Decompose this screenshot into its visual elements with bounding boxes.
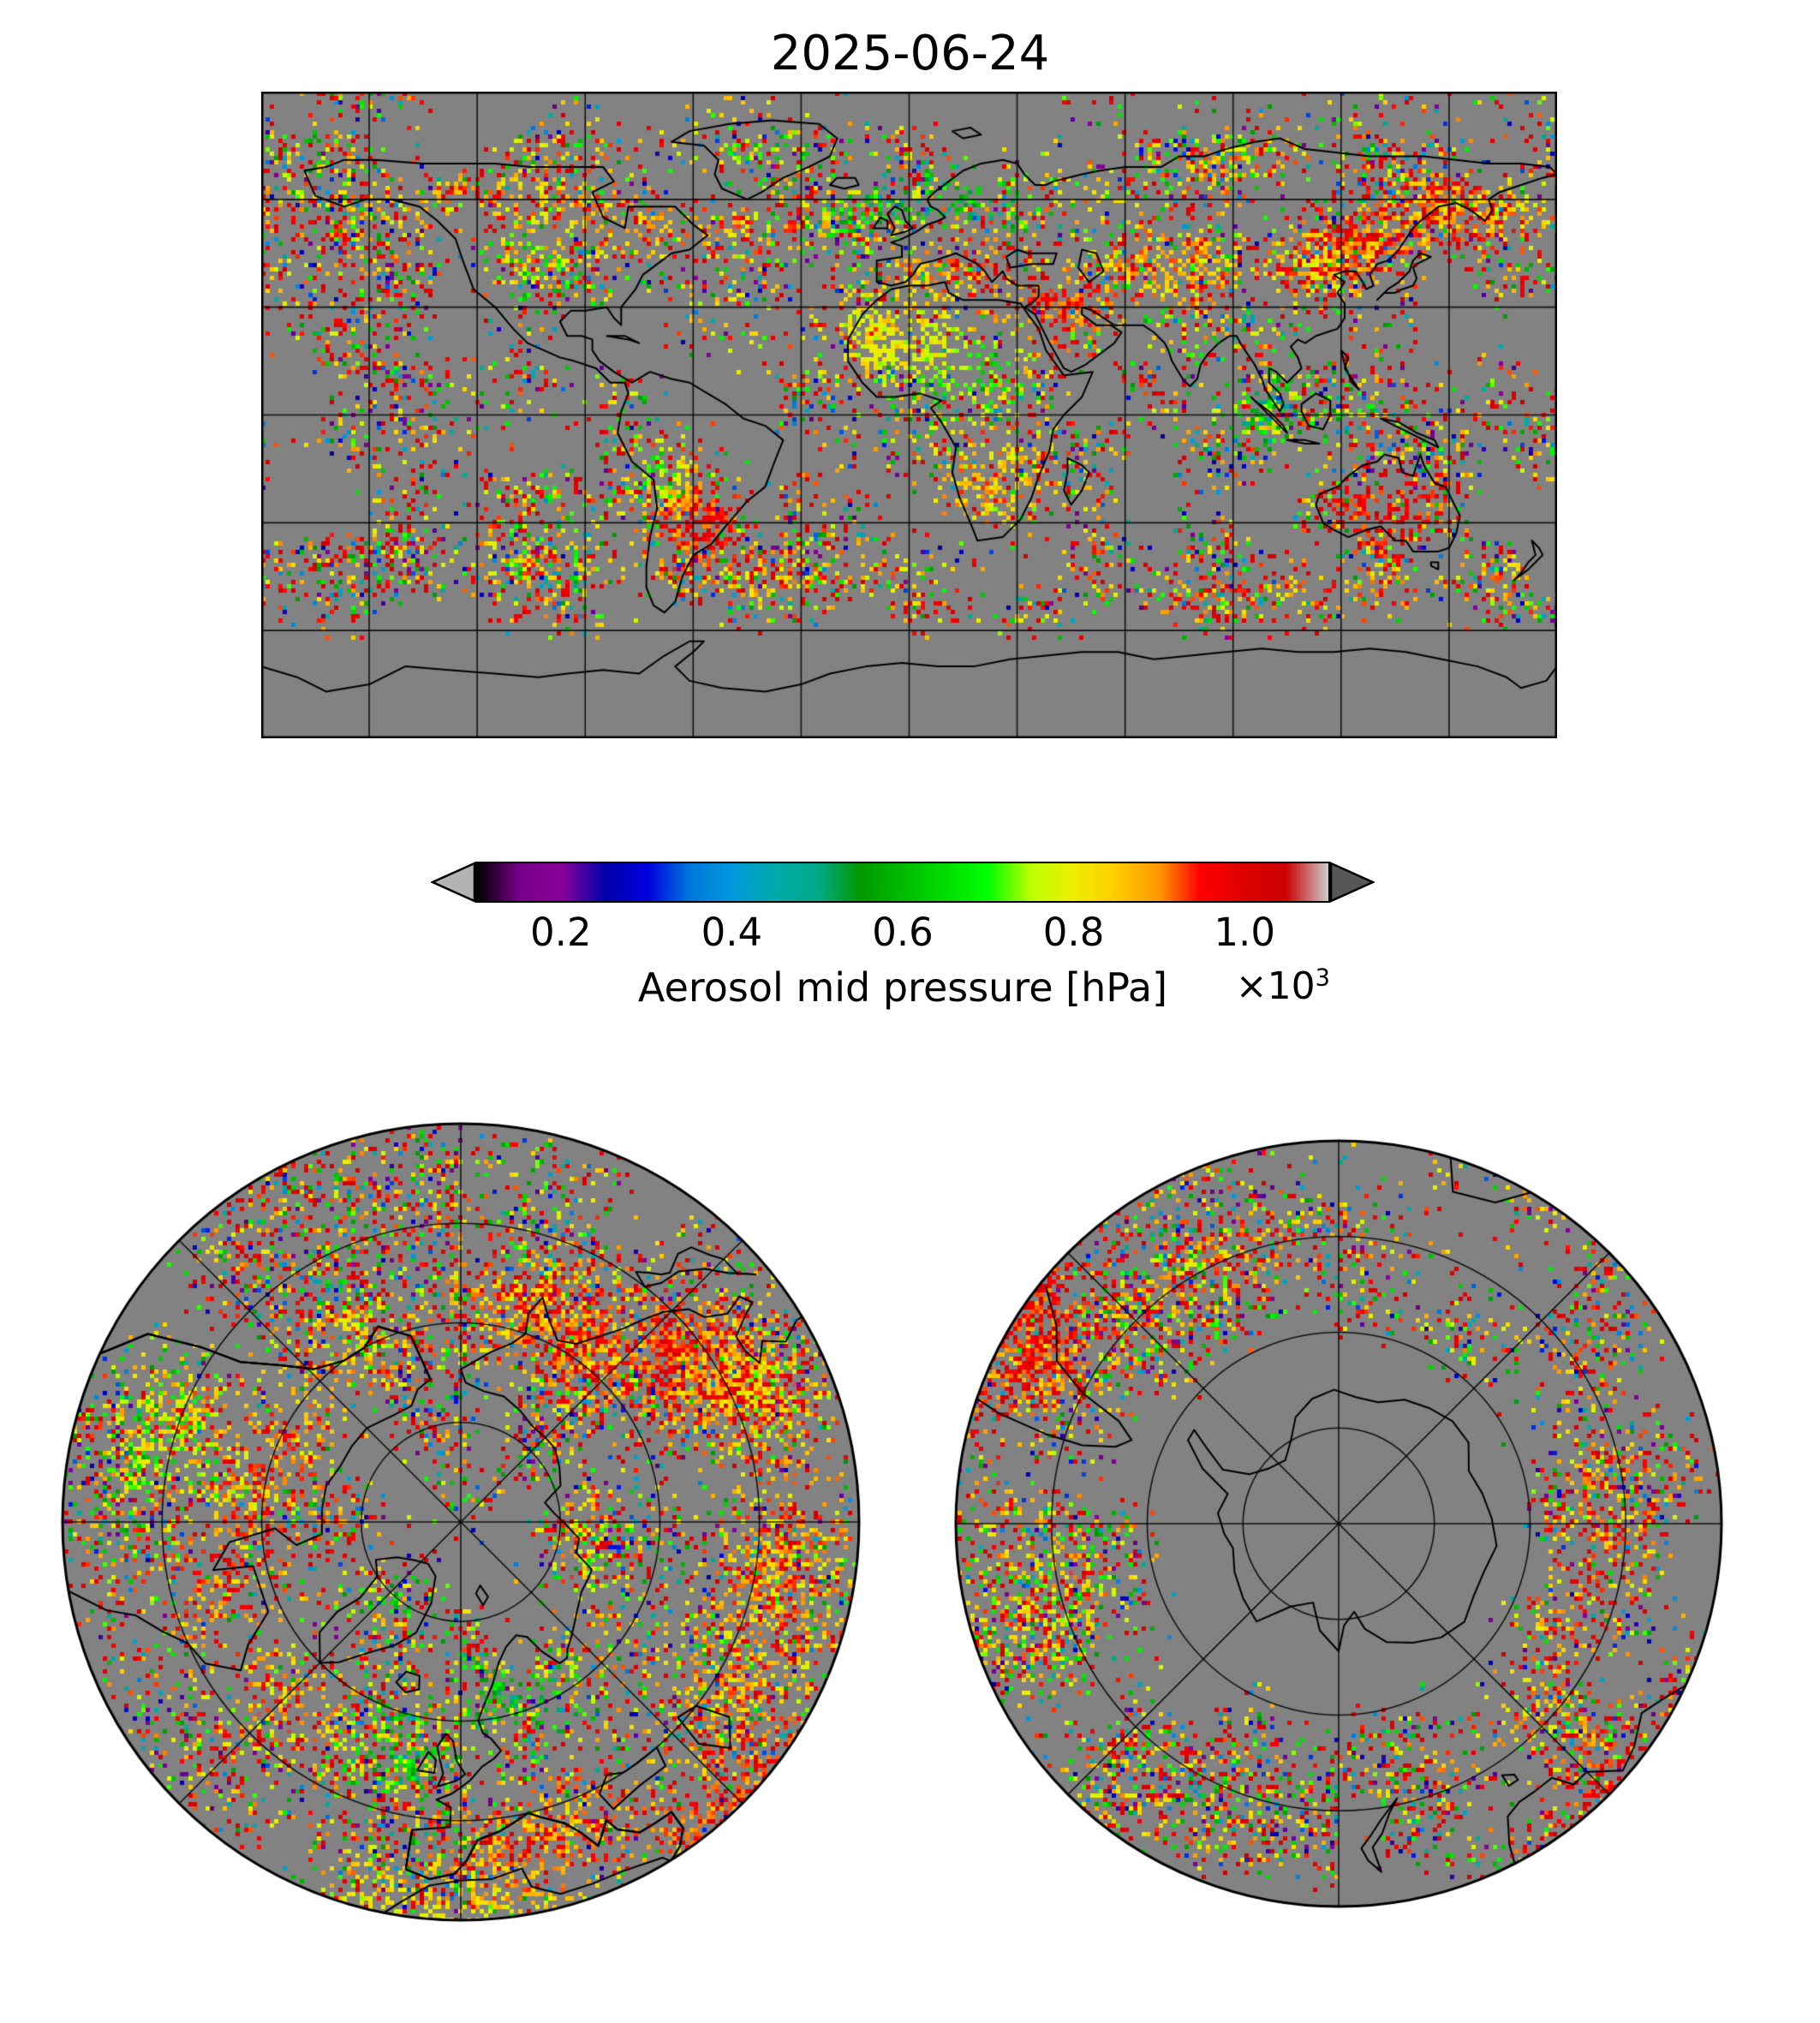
colorbar-ticks: 0.2 0.4 0.6 0.8 1.0 (475, 910, 1330, 958)
colorbar-under-arrow-shape (431, 862, 475, 903)
colorbar-tick-label: 0.2 (530, 910, 592, 955)
colorbar-offset-exponent: 3 (1315, 964, 1330, 992)
colorbar-tick-label: 0.4 (701, 910, 763, 955)
colorbar-label: Aerosol mid pressure [hPa] (637, 964, 1168, 1011)
figure-title: 2025-06-24 (770, 26, 1050, 81)
south-polar-map-canvas (953, 1138, 1724, 1909)
colorbar-tick-label: 0.8 (1042, 910, 1105, 955)
colorbar-over-arrow-shape (1330, 862, 1375, 903)
colorbar-tick-label: 0.6 (872, 910, 934, 955)
north-polar-map-canvas (60, 1121, 862, 1923)
colorbar-tick-label: 1.0 (1214, 910, 1275, 955)
global-map-canvas (261, 92, 1557, 738)
colorbar-offset-base: ×10 (1235, 964, 1316, 1008)
colorbar-gradient (475, 862, 1330, 903)
colorbar-offset-text: ×103 (1236, 964, 1330, 1008)
colorbar-under-arrow (431, 862, 475, 903)
colorbar-over-arrow (1330, 862, 1375, 903)
